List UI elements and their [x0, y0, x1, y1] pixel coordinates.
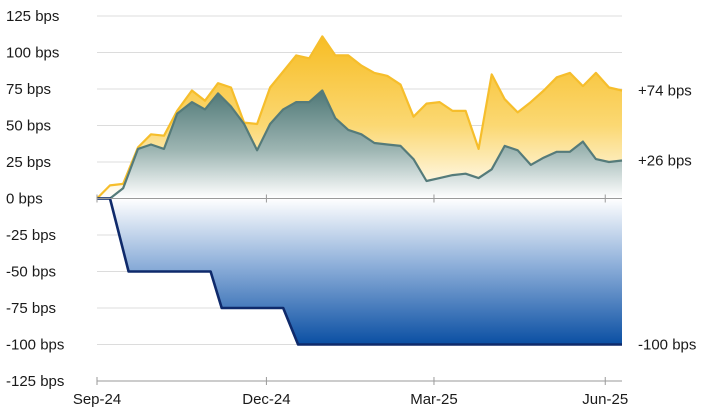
- x-axis: [96, 194, 622, 385]
- y-tick-label: 50 bps: [6, 118, 51, 135]
- end-label-2: -100 bps: [638, 337, 696, 354]
- x-tick-label: Sep-24: [73, 391, 121, 408]
- x-tick-label: Mar-25: [410, 391, 458, 408]
- y-tick-label: 0 bps: [6, 191, 43, 208]
- y-tick-label: 125 bps: [6, 8, 59, 25]
- x-tick-label: Jun-25: [582, 391, 628, 408]
- x-axis-labels: Sep-24 Dec-24 Mar-25 Jun-25: [73, 391, 628, 408]
- end-labels: +74 bps +26 bps -100 bps: [638, 82, 696, 353]
- series-line-2: [97, 197, 622, 346]
- series-lines: [96, 35, 623, 346]
- end-label-1: +26 bps: [638, 153, 692, 170]
- end-label-0: +74 bps: [638, 82, 692, 99]
- y-axis-labels: 125 bps 100 bps 75 bps 50 bps 25 bps 0 bps -25…: [6, 8, 64, 390]
- y-tick-label: -125 bps: [6, 373, 64, 390]
- x-tick-label: Dec-24: [242, 391, 290, 408]
- series-line-0: [96, 35, 623, 200]
- y-tick-label: 75 bps: [6, 81, 51, 98]
- y-tick-label: 25 bps: [6, 154, 51, 171]
- y-tick-label: -25 bps: [6, 227, 56, 244]
- y-tick-label: 100 bps: [6, 45, 59, 62]
- y-tick-label: -100 bps: [6, 337, 64, 354]
- series-area-1: [97, 90, 622, 199]
- series-areas: [97, 36, 622, 345]
- series-line-1: [97, 89, 623, 200]
- y-tick-label: -75 bps: [6, 300, 56, 317]
- y-tick-label: -50 bps: [6, 264, 56, 281]
